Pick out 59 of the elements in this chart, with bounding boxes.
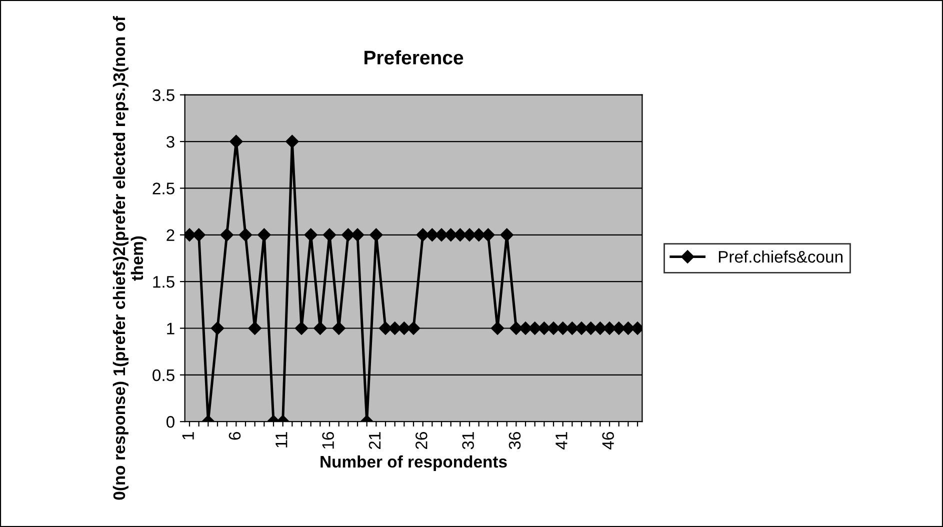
point — [294, 322, 308, 335]
y-tick-label: 1.5 — [153, 276, 174, 288]
point — [248, 322, 262, 335]
point — [314, 322, 327, 335]
point — [500, 228, 514, 242]
y-axis-title: 0(no response) 1(prefer chiefs)2(prefer elected reps.)3(non of them) — [112, 16, 146, 500]
point — [184, 228, 196, 242]
x-tick-label: 6 — [228, 432, 241, 440]
point — [444, 228, 458, 242]
point — [238, 228, 252, 242]
legend-label: Pref.chiefs&coun — [718, 250, 842, 263]
point — [406, 322, 420, 335]
y-tick-label: 0 — [166, 416, 174, 428]
y-tick-label: 2.5 — [152, 182, 174, 194]
point — [528, 322, 542, 335]
point — [574, 322, 588, 335]
point — [220, 228, 234, 242]
point — [230, 134, 243, 148]
x-tick-label: 16 — [322, 432, 334, 449]
point — [518, 322, 532, 335]
y-tick-label: 3 — [166, 136, 174, 148]
point — [454, 228, 467, 242]
point — [426, 228, 439, 242]
point — [472, 228, 486, 242]
point — [304, 228, 318, 242]
point — [322, 228, 336, 242]
point — [556, 322, 570, 335]
chart-title: Preference — [364, 50, 464, 64]
point — [370, 228, 383, 242]
y-tick-label: 2 — [166, 229, 174, 241]
point — [416, 228, 430, 242]
point — [378, 322, 392, 335]
x-tick-label: 41 — [556, 432, 568, 450]
y-tick-label: 3.5 — [152, 89, 174, 102]
point — [490, 322, 504, 335]
x-tick-label: 31 — [462, 432, 474, 450]
y-tick-label: 0.5 — [152, 369, 174, 382]
point — [602, 322, 616, 335]
point — [612, 322, 626, 335]
x-tick-label: 36 — [508, 432, 521, 450]
x-tick-label: 46 — [602, 432, 614, 450]
x-tick-label: 21 — [368, 432, 380, 450]
x-tick-label: 26 — [416, 432, 428, 450]
x-tick-label: 1 — [182, 432, 194, 440]
point — [342, 228, 355, 242]
point — [192, 228, 206, 242]
point — [258, 228, 271, 242]
point — [546, 322, 560, 335]
point — [482, 228, 495, 242]
x-tick-label: 11 — [276, 432, 288, 448]
point — [210, 322, 224, 335]
y-tick-label: 1 — [167, 322, 174, 334]
point — [388, 322, 402, 335]
point — [332, 322, 346, 335]
point — [584, 322, 598, 335]
point — [350, 228, 364, 242]
x-axis-title: Number of respondents — [320, 455, 507, 471]
point — [286, 134, 299, 148]
point — [630, 322, 642, 335]
